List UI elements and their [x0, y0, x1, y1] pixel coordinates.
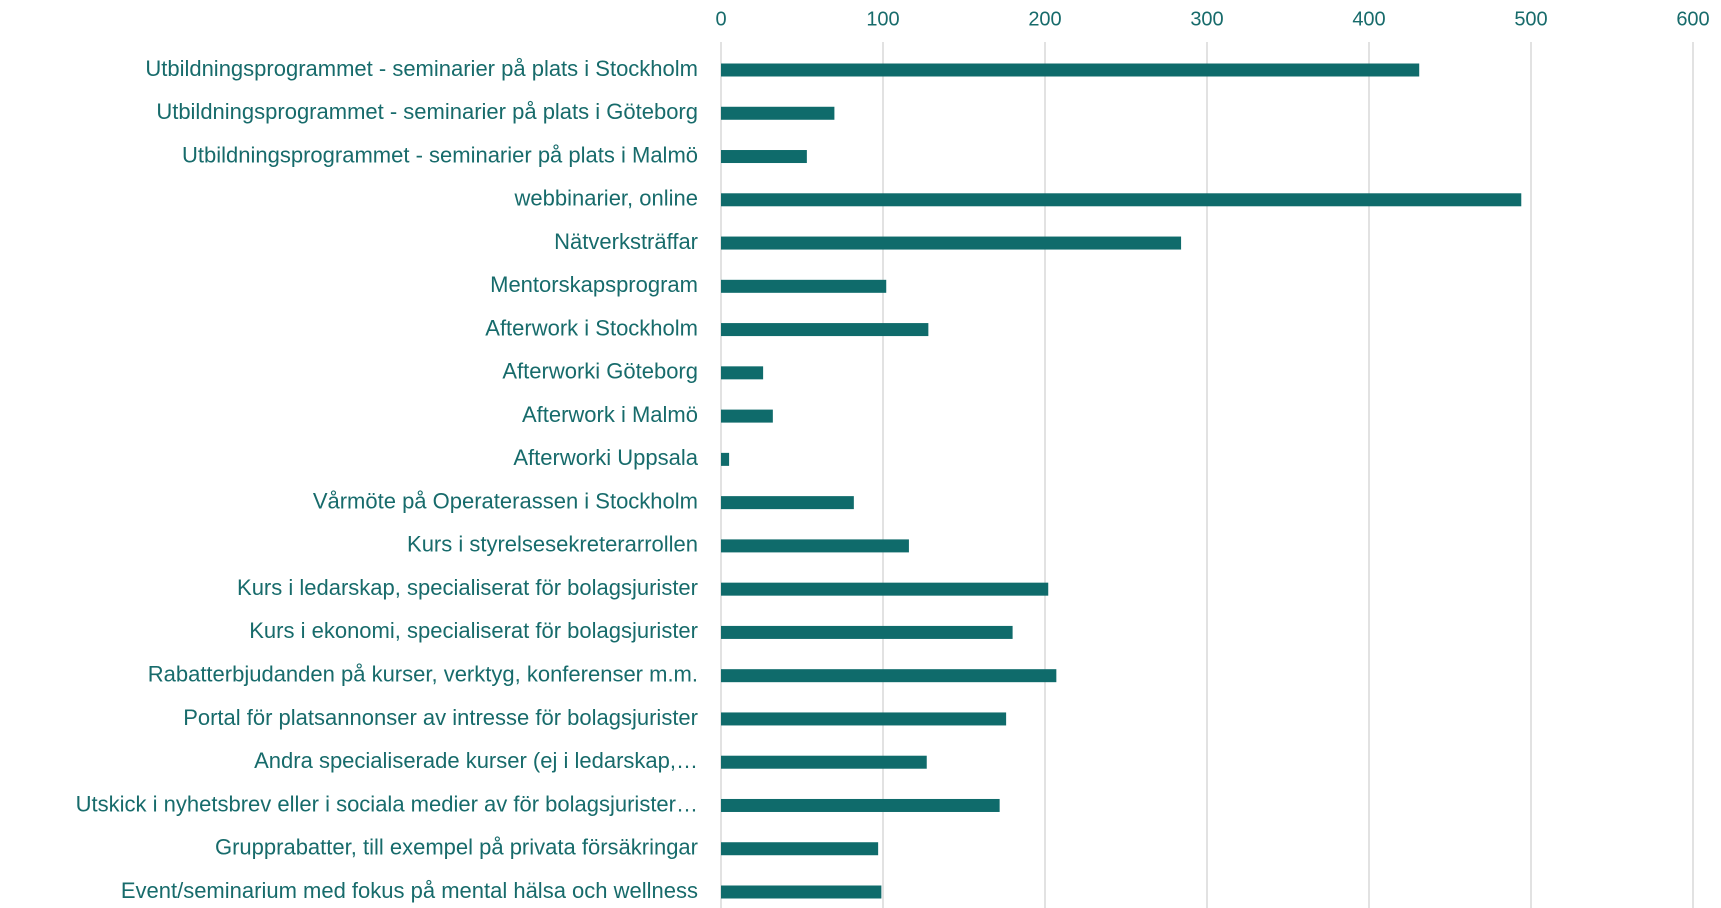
- bar: [721, 885, 882, 899]
- bar: [721, 669, 1057, 683]
- bar: [721, 106, 835, 120]
- bar: [721, 279, 887, 293]
- x-tick-label: 0: [715, 8, 726, 30]
- y-tick-label: webbinarier, online: [514, 186, 698, 211]
- bar: [721, 193, 1522, 207]
- y-tick-label: Portal för platsannonser av intresse för…: [183, 705, 698, 730]
- bar: [721, 409, 773, 423]
- y-tick-label: Kurs i ekonomi, specialiserat för bolags…: [249, 618, 698, 643]
- bar: [721, 452, 730, 466]
- bar: [721, 842, 879, 856]
- y-tick-label: Afterwork i Stockholm: [485, 315, 698, 340]
- bar: [721, 150, 807, 164]
- bar: [721, 236, 1182, 250]
- bar: [721, 582, 1049, 596]
- bar: [721, 366, 764, 380]
- y-tick-label: Afterworki Göteborg: [502, 359, 698, 384]
- x-tick-label: 400: [1352, 8, 1385, 30]
- y-tick-label: Utbildningsprogrammet - seminarier på pl…: [145, 56, 698, 81]
- x-tick-label: 600: [1676, 8, 1709, 30]
- x-tick-label: 100: [866, 8, 899, 30]
- x-tick-label: 200: [1028, 8, 1061, 30]
- y-tick-label: Kurs i ledarskap, specialiserat för bola…: [237, 575, 698, 600]
- y-tick-label: Nätverksträffar: [554, 229, 698, 254]
- y-tick-label: Event/seminarium med fokus på mental häl…: [121, 878, 698, 903]
- y-tick-label: Rabatterbjudanden på kurser, verktyg, ko…: [148, 661, 698, 686]
- y-tick-label: Kurs i styrelsesekreterarrollen: [407, 532, 698, 557]
- y-tick-label: Afterwork i Malmö: [522, 402, 698, 427]
- bar: [721, 323, 929, 337]
- bar: [721, 712, 1007, 726]
- bar: [721, 539, 909, 553]
- bar: [721, 755, 927, 769]
- bar: [721, 625, 1013, 639]
- y-tick-label: Utbildningsprogrammet - seminarier på pl…: [156, 99, 698, 124]
- bar: [721, 63, 1420, 77]
- bar: [721, 496, 854, 510]
- y-tick-label: Andra specialiserade kurser (ej i ledars…: [254, 748, 698, 773]
- y-tick-label: Utbildningsprogrammet - seminarier på pl…: [182, 142, 698, 167]
- y-tick-label: Afterworki Uppsala: [513, 445, 698, 470]
- bar: [721, 798, 1000, 812]
- y-tick-label: Utskick i nyhetsbrev eller i sociala med…: [76, 791, 698, 816]
- y-tick-label: Vårmöte på Operaterassen i Stockholm: [313, 488, 698, 513]
- x-tick-label: 500: [1514, 8, 1547, 30]
- y-tick-label: Mentorskapsprogram: [490, 272, 698, 297]
- y-tick-label: Grupprabatter, till exempel på privata f…: [215, 835, 698, 860]
- x-tick-label: 300: [1190, 8, 1223, 30]
